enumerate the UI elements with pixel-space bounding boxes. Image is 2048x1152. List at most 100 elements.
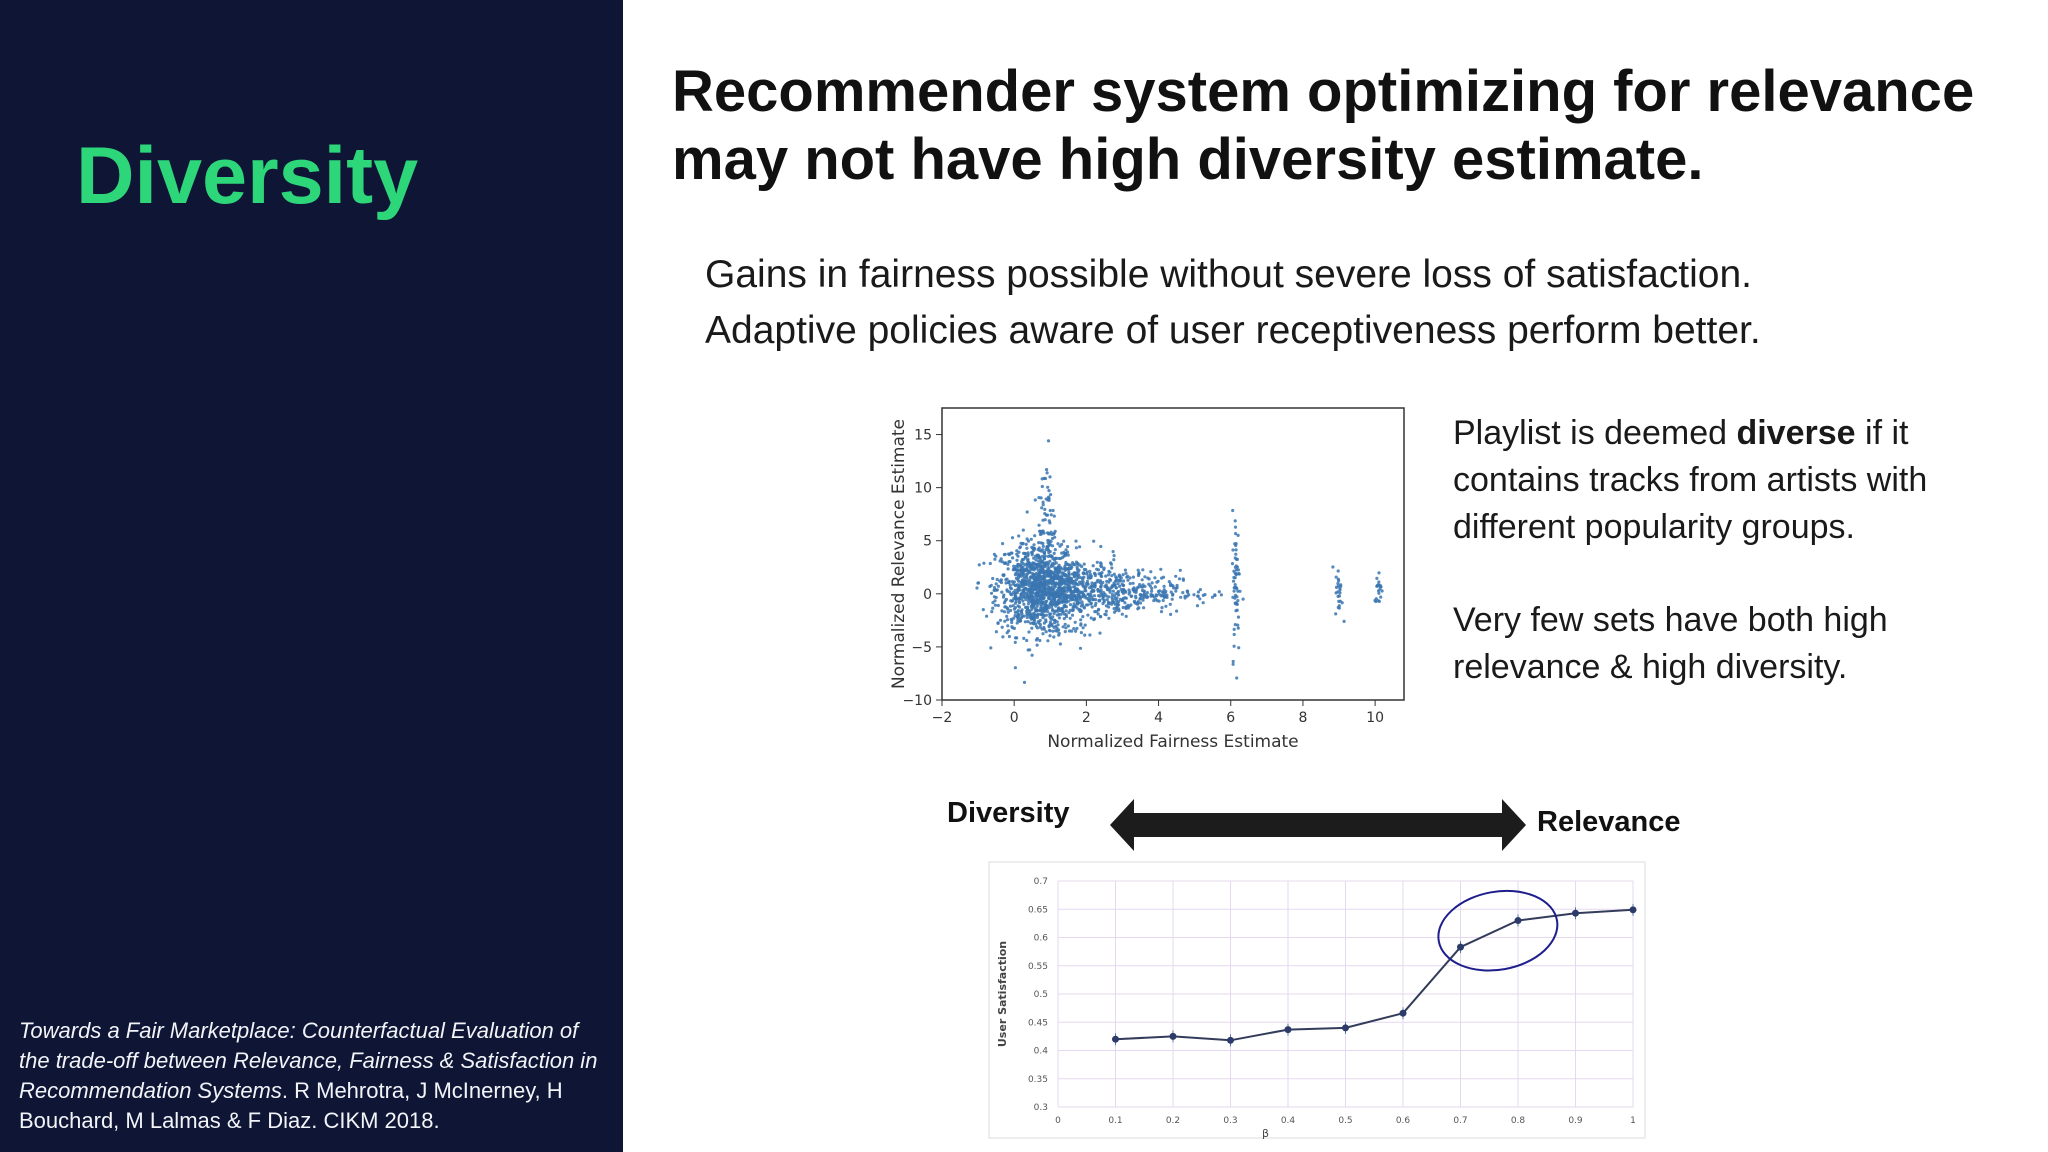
scatter-point	[1156, 579, 1160, 583]
scatter-point	[1104, 609, 1108, 613]
scatter-point	[1032, 616, 1036, 620]
x-tick-label: 0.9	[1568, 1116, 1583, 1126]
scatter-point	[1085, 570, 1089, 574]
scatter-point	[1015, 552, 1019, 556]
scatter-point	[1048, 559, 1052, 563]
y-tick-label: −10	[902, 693, 932, 709]
scatter-point	[1076, 576, 1080, 580]
scatter-point	[1135, 586, 1139, 590]
scatter-point	[1072, 585, 1076, 589]
scatter-point	[1099, 585, 1103, 589]
scatter-point	[1006, 624, 1010, 628]
scatter-point	[1041, 632, 1045, 636]
scatter-point	[1045, 468, 1049, 472]
scatter-point	[1060, 582, 1064, 586]
scatter-point	[1038, 625, 1042, 629]
scatter-point	[1029, 593, 1033, 597]
scatter-point	[1024, 542, 1028, 546]
scatter-point	[1048, 620, 1052, 624]
scatter-point	[1042, 606, 1047, 610]
scatter-point	[1192, 593, 1196, 597]
scatter-point	[1059, 565, 1063, 570]
scatter-point	[1230, 562, 1235, 566]
scatter-point	[1132, 590, 1136, 594]
scatter-point	[1217, 590, 1221, 594]
scatter-point	[1046, 573, 1050, 577]
scatter-point	[1062, 554, 1066, 558]
scatter-point	[1233, 593, 1238, 597]
scatter-point	[1005, 614, 1009, 618]
scatter-point	[1146, 595, 1150, 599]
scatter-point	[1020, 614, 1024, 618]
scatter-point	[1053, 581, 1057, 586]
scatter-point	[1031, 573, 1035, 578]
scatter-point	[1179, 595, 1183, 599]
scatter-point	[1064, 626, 1068, 630]
scatter-point	[1038, 570, 1042, 574]
scatter-point	[1054, 624, 1058, 628]
scatter-point	[1175, 583, 1179, 588]
scatter-point	[1138, 601, 1143, 605]
scatter-point	[1234, 552, 1238, 556]
scatter-point	[1033, 498, 1037, 502]
scatter-point	[1007, 579, 1011, 583]
scatter-point	[1036, 574, 1040, 578]
scatter-point	[1097, 594, 1101, 598]
scatter-point	[1022, 568, 1026, 572]
scatter-point	[1003, 599, 1007, 603]
scatter-point	[1073, 605, 1077, 609]
scatter-point	[1039, 560, 1043, 564]
scatter-point	[1231, 595, 1235, 599]
scatter-point	[992, 595, 996, 599]
scatter-point	[1056, 589, 1060, 593]
scatter-point	[1232, 589, 1236, 593]
scatter-point	[1070, 565, 1074, 569]
scatter-point	[1057, 633, 1061, 637]
scatter-point	[1055, 571, 1059, 575]
scatter-point	[1060, 600, 1064, 604]
data-point	[1572, 909, 1579, 917]
scatter-point	[1120, 598, 1124, 602]
scatter-point	[1016, 618, 1020, 622]
scatter-point	[1375, 576, 1379, 580]
scatter-point	[1044, 618, 1048, 622]
headline: Recommender system optimizing for releva…	[672, 59, 1975, 192]
scatter-point	[1034, 624, 1038, 628]
y-tick-label: 0.7	[1034, 877, 1048, 887]
scatter-point	[1151, 594, 1155, 598]
scatter-point	[1136, 602, 1140, 606]
line-chart: 0.3 0.35 0.4 0.45 0.5 0.55 0.6 0.65 0.7 0 0.1 0.2 0.…	[988, 861, 1646, 1140]
scatter-point	[1090, 584, 1094, 588]
scatter-point	[1083, 633, 1087, 637]
scatter-point	[1076, 590, 1081, 594]
scatter-point	[1000, 590, 1004, 594]
scatter-point	[1071, 597, 1075, 602]
scatter-point	[1039, 594, 1043, 598]
scatter-point	[1019, 594, 1023, 598]
double-arrow-icon	[1110, 799, 1526, 851]
scatter-point	[1101, 601, 1105, 606]
scatter-point	[1334, 612, 1338, 616]
scatter-point	[1041, 541, 1045, 546]
desc1-before: Playlist is deemed	[1453, 414, 1737, 452]
scatter-point	[1162, 588, 1166, 592]
scatter-point	[1055, 601, 1059, 605]
scatter-point	[1047, 498, 1051, 502]
series-line	[1115, 908, 1634, 1042]
scatter-point	[1048, 634, 1052, 638]
scatter-point	[1044, 599, 1048, 604]
scatter-point	[1334, 591, 1338, 595]
scatter-point	[1170, 597, 1174, 601]
scatter-point	[1075, 626, 1079, 631]
scatter-point	[1021, 562, 1025, 566]
scatter-point	[1134, 594, 1138, 598]
scatter-point	[1019, 609, 1023, 613]
scatter-point	[1079, 618, 1083, 622]
scatter-point	[1043, 507, 1047, 511]
scatter-point	[1062, 604, 1066, 608]
scatter-point	[1029, 568, 1033, 572]
scatter-point	[1083, 586, 1087, 590]
scatter-point	[1337, 606, 1341, 610]
scatter-point	[1007, 560, 1011, 564]
scatter-point	[1064, 548, 1068, 552]
